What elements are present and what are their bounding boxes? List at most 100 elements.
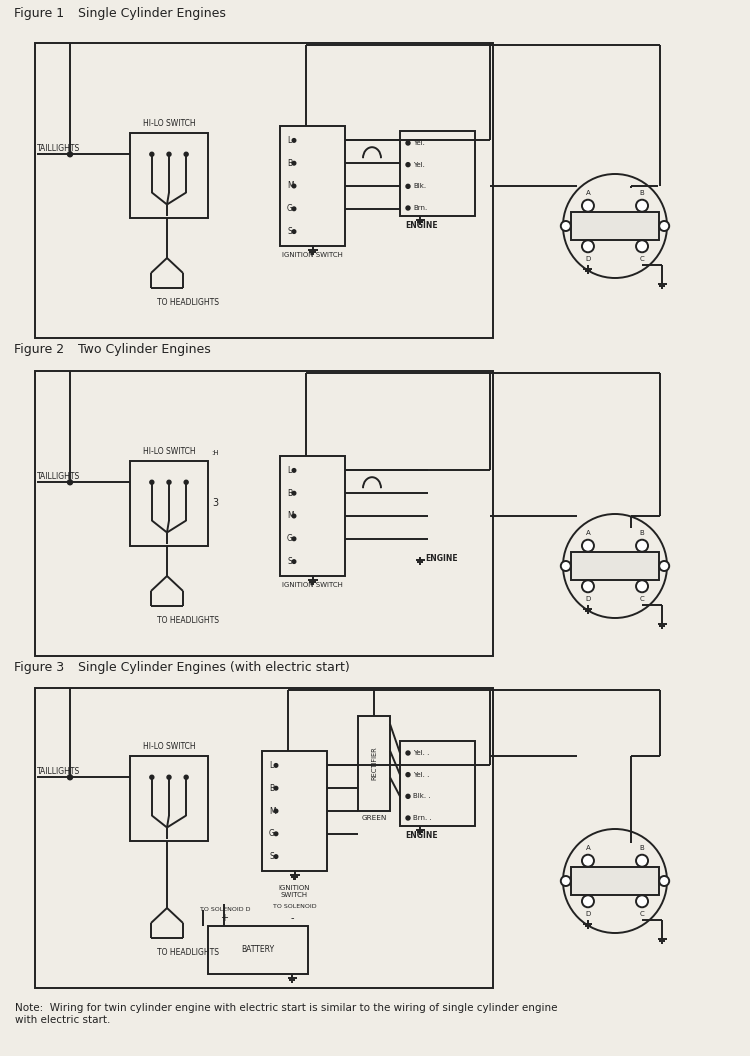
Text: Two Cylinder Engines: Two Cylinder Engines — [78, 343, 211, 357]
Text: B: B — [640, 530, 644, 535]
Bar — [280, 126, 345, 246]
Bar — [571, 867, 659, 894]
Text: 3: 3 — [212, 498, 218, 509]
Ellipse shape — [582, 854, 594, 867]
Text: G: G — [287, 204, 292, 213]
Circle shape — [274, 787, 278, 790]
Text: HI-LO SWITCH: HI-LO SWITCH — [142, 742, 195, 751]
Circle shape — [167, 480, 171, 485]
Circle shape — [184, 152, 188, 156]
Text: Single Cylinder Engines: Single Cylinder Engines — [78, 7, 226, 20]
Text: S: S — [269, 852, 274, 861]
Ellipse shape — [659, 561, 669, 571]
Text: C: C — [640, 597, 644, 602]
Text: S: S — [287, 558, 292, 566]
Text: TO HEADLIGHTS: TO HEADLIGHTS — [157, 616, 219, 625]
Text: TACHOMETER: TACHOMETER — [589, 876, 641, 886]
Text: BATTERY: BATTERY — [242, 945, 274, 955]
Text: Yel. .: Yel. . — [413, 772, 429, 777]
Circle shape — [292, 560, 296, 564]
Bar — [35, 43, 493, 338]
Circle shape — [167, 775, 171, 779]
Circle shape — [292, 538, 296, 541]
Text: M: M — [269, 807, 276, 815]
Text: B: B — [287, 489, 292, 497]
Circle shape — [150, 480, 154, 485]
Ellipse shape — [582, 540, 594, 551]
Circle shape — [406, 185, 410, 188]
Circle shape — [292, 207, 296, 210]
Ellipse shape — [582, 581, 594, 592]
Text: Brn.: Brn. — [413, 205, 428, 211]
Text: C: C — [640, 911, 644, 918]
Text: Figure 1: Figure 1 — [14, 7, 64, 20]
Bar — [571, 552, 659, 580]
Ellipse shape — [636, 895, 648, 907]
Circle shape — [292, 514, 296, 517]
Ellipse shape — [582, 895, 594, 907]
Text: Yel.: Yel. — [413, 162, 424, 168]
Circle shape — [406, 163, 410, 167]
Circle shape — [406, 816, 410, 821]
Bar — [358, 716, 390, 811]
Text: Brn. .: Brn. . — [413, 815, 432, 821]
Text: A: A — [586, 190, 590, 195]
Text: TAILLIGHTS: TAILLIGHTS — [37, 472, 80, 482]
Text: Blk.: Blk. — [413, 184, 426, 189]
Bar — [400, 741, 475, 826]
Ellipse shape — [636, 854, 648, 867]
Text: M: M — [287, 511, 294, 521]
Text: IGNITION
SWITCH: IGNITION SWITCH — [279, 885, 310, 898]
Text: -: - — [290, 913, 294, 923]
Ellipse shape — [582, 241, 594, 252]
Circle shape — [292, 138, 296, 143]
Text: L: L — [287, 136, 291, 145]
Circle shape — [184, 775, 188, 779]
Text: ENGINE: ENGINE — [405, 221, 438, 230]
Text: S: S — [287, 227, 292, 237]
Bar — [571, 212, 659, 240]
Text: +: + — [220, 913, 228, 923]
Bar — [208, 926, 308, 974]
Text: IGNITION SWITCH: IGNITION SWITCH — [282, 582, 343, 588]
Circle shape — [406, 773, 410, 776]
Text: L: L — [287, 466, 291, 475]
Text: Single Cylinder Engines (with electric start): Single Cylinder Engines (with electric s… — [78, 661, 350, 675]
Text: L: L — [269, 761, 273, 770]
Text: D: D — [585, 911, 590, 918]
Circle shape — [406, 751, 410, 755]
Ellipse shape — [636, 581, 648, 592]
Circle shape — [274, 809, 278, 813]
Ellipse shape — [561, 876, 571, 886]
Text: IGNITION SWITCH: IGNITION SWITCH — [282, 252, 343, 258]
Text: G: G — [287, 534, 292, 543]
Circle shape — [292, 184, 296, 188]
Bar — [130, 461, 208, 546]
Text: TO SOLENOID D: TO SOLENOID D — [200, 907, 250, 912]
Text: B: B — [640, 190, 644, 195]
Text: B: B — [269, 784, 274, 793]
Bar — [130, 756, 208, 841]
Circle shape — [406, 142, 410, 145]
Text: B: B — [287, 158, 292, 168]
Bar — [280, 456, 345, 576]
Bar — [400, 131, 475, 216]
Text: TACHOMETER: TACHOMETER — [589, 562, 641, 570]
Text: D: D — [585, 597, 590, 602]
Ellipse shape — [659, 221, 669, 231]
Circle shape — [68, 775, 73, 779]
Circle shape — [292, 230, 296, 233]
Circle shape — [68, 152, 73, 156]
Ellipse shape — [561, 561, 571, 571]
Ellipse shape — [636, 241, 648, 252]
Circle shape — [292, 491, 296, 495]
Text: Figure 3: Figure 3 — [14, 661, 64, 675]
Bar — [35, 689, 493, 988]
Text: TAILLIGHTS: TAILLIGHTS — [37, 145, 80, 153]
Text: Yel.: Yel. — [413, 140, 424, 146]
Text: GREEN: GREEN — [362, 815, 387, 821]
Text: ENGINE: ENGINE — [405, 831, 438, 840]
Circle shape — [292, 162, 296, 165]
Text: A: A — [586, 845, 590, 851]
Circle shape — [150, 775, 154, 779]
